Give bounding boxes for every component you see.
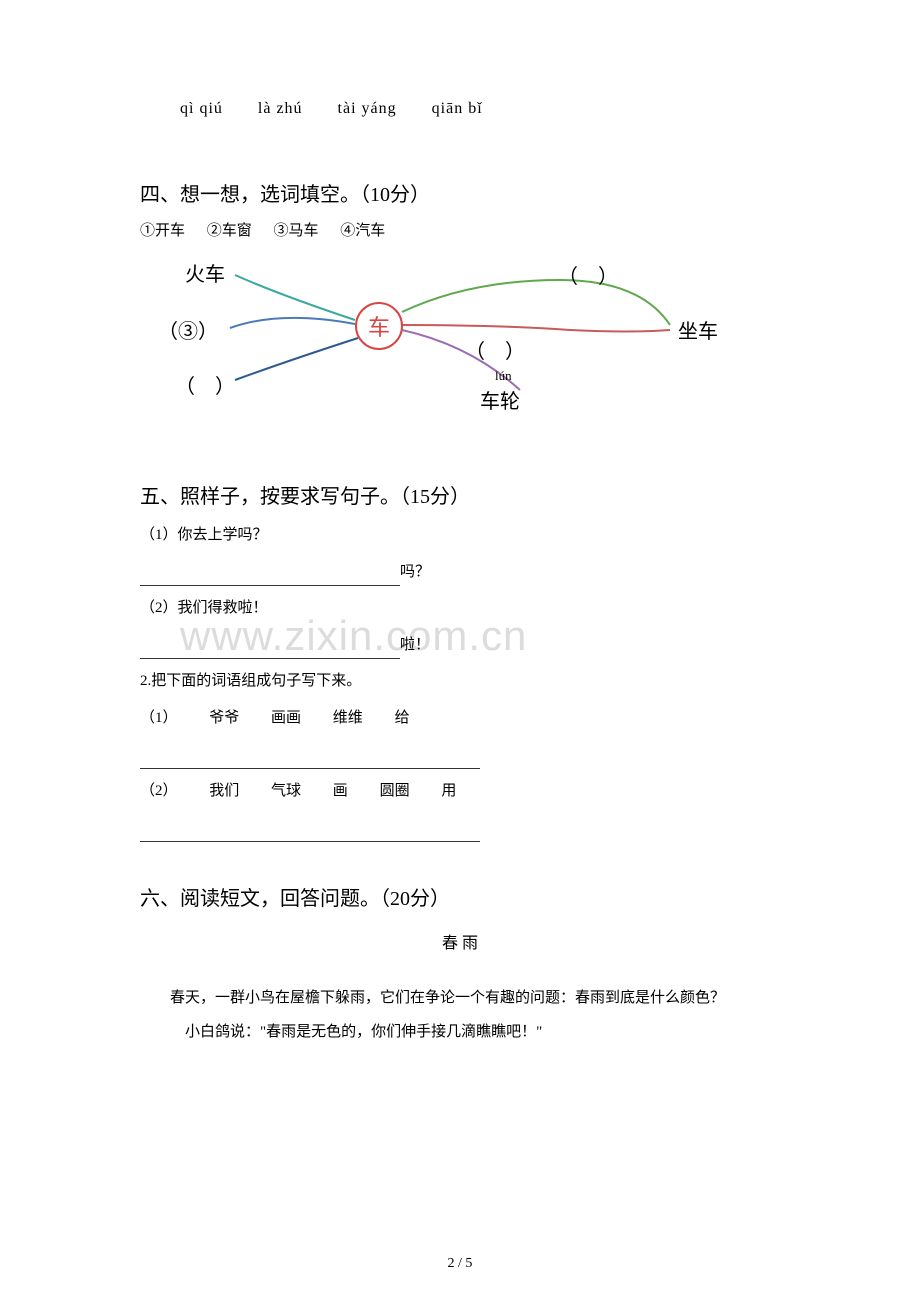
q5-2-2-blank <box>140 813 780 842</box>
blank-line <box>140 643 400 659</box>
q5-1-2-blank: 啦！ <box>140 631 780 660</box>
q2-1-label: （1） <box>140 710 178 726</box>
q5-1-1: （1）你去上学吗？ <box>140 521 780 550</box>
option-2: ②车窗 <box>207 223 252 239</box>
section4-title: 四、想一想，选词填空。（10分） <box>140 178 780 207</box>
word-gei: 给 <box>395 710 410 726</box>
q5-1-1-blank: 吗？ <box>140 558 780 587</box>
q5-1-2: （2）我们得救啦！ <box>140 594 780 623</box>
word-yong: 用 <box>441 783 456 799</box>
word-weiwei: 维维 <box>333 710 363 726</box>
word-qiqiu: 气球 <box>271 783 301 799</box>
section4-options: ①开车 ②车窗 ③马车 ④汽车 <box>140 219 780 240</box>
word-women: 我们 <box>209 783 239 799</box>
passage-title: 春 雨 <box>140 929 780 953</box>
word-huahua: 画画 <box>271 710 301 726</box>
blank-line <box>140 570 400 586</box>
option-4: ④汽车 <box>340 223 385 239</box>
word-yuanquan: 圆圈 <box>380 783 410 799</box>
diagram-lines <box>140 250 760 430</box>
blank-line <box>140 826 480 842</box>
q5-2-1-blank <box>140 740 780 769</box>
word-yeye: 爷爷 <box>209 710 239 726</box>
passage-para2: 小白鸽说："春雨是无色的，你们伸手接几滴瞧瞧吧！" <box>140 1017 780 1047</box>
pinyin-row: qì qiú là zhú tài yáng qiān bǐ <box>140 100 780 118</box>
suffix-ma: 吗？ <box>400 564 430 580</box>
label-blank-bl: （ ） <box>175 370 235 399</box>
option-3: ③马车 <box>274 223 319 239</box>
word-diagram: 车 火车 （③） （ ） （ ） 坐车 （ ） lún 车轮 <box>140 250 760 430</box>
label-huoche: 火车 <box>185 258 225 287</box>
pinyin-1: qì qiú <box>180 100 223 117</box>
pinyin-3: tài yáng <box>338 100 397 117</box>
pinyin-4: qiān bǐ <box>432 100 483 117</box>
blank-line <box>140 753 480 769</box>
option-1: ①开车 <box>140 223 185 239</box>
q5-2-2: （2） 我们 气球 画 圆圈 用 <box>140 777 780 806</box>
word-hua: 画 <box>333 783 348 799</box>
section5: 五、照样子，按要求写句子。（15分） （1）你去上学吗？ 吗？ （2）我们得救啦… <box>140 480 780 842</box>
label-blank-tr: （ ） <box>558 260 618 289</box>
label-zuoche: 坐车 <box>678 315 718 344</box>
section6-title: 六、阅读短文，回答问题。（20分） <box>140 882 780 911</box>
label-blank-mr: （ ） <box>465 335 525 364</box>
passage-para1: 春天，一群小鸟在屋檐下躲雨，它们在争论一个有趣的问题：春雨到底是什么颜色？ <box>140 983 780 1013</box>
label-num3: （③） <box>158 315 218 344</box>
label-chelun: 车轮 <box>480 385 520 414</box>
page-content: qì qiú là zhú tài yáng qiān bǐ 四、想一想，选词填… <box>140 100 780 1047</box>
q2-2-label: （2） <box>140 783 178 799</box>
lun-pinyin: lún <box>495 368 512 384</box>
center-char: 车 <box>355 302 403 350</box>
q5-2-intro: 2.把下面的词语组成句子写下来。 <box>140 667 780 696</box>
suffix-la: 啦！ <box>400 637 430 653</box>
q5-2-1: （1） 爷爷 画画 维维 给 <box>140 704 780 733</box>
pinyin-2: là zhú <box>258 100 303 117</box>
page-number: 2 / 5 <box>0 1256 920 1272</box>
section5-title: 五、照样子，按要求写句子。（15分） <box>140 480 780 509</box>
